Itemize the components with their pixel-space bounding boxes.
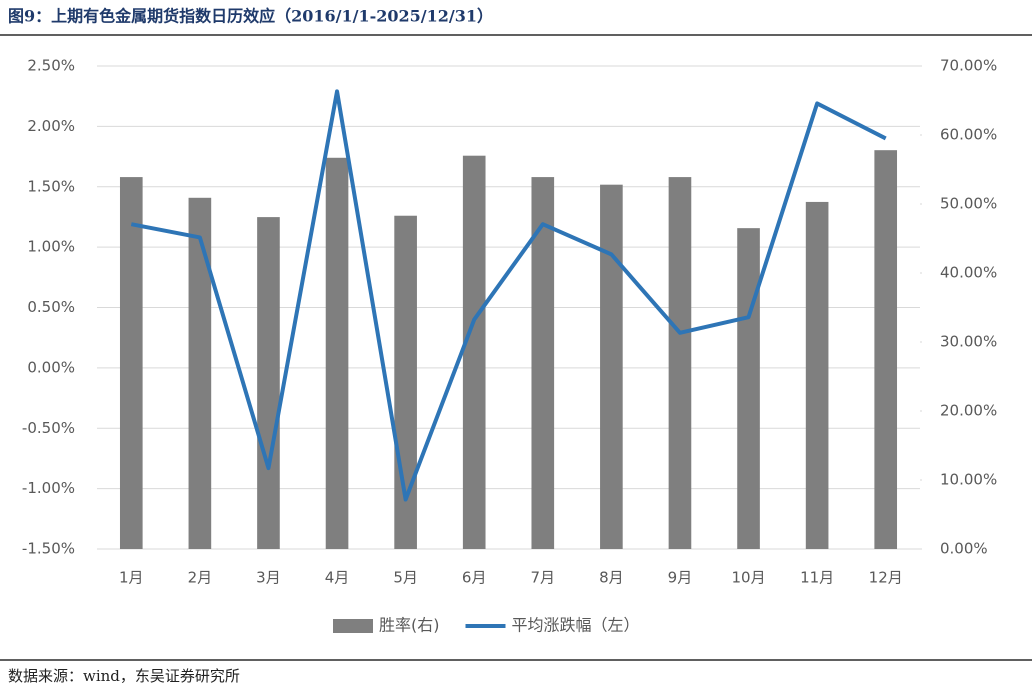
x-tick-label: 1月: [119, 569, 144, 587]
y2-tick-label: 10.00%: [940, 471, 997, 489]
x-tick-label: 2月: [188, 569, 213, 587]
legend-swatch: [333, 619, 373, 633]
bar: [462, 155, 486, 549]
y2-tick-label: 40.00%: [940, 264, 997, 282]
y-tick-label: -1.50%: [22, 540, 75, 558]
bar: [119, 177, 143, 549]
bar: [600, 184, 623, 549]
y2-tick-label: 30.00%: [940, 333, 997, 351]
y-tick-label: 0.00%: [27, 358, 75, 376]
y2-tick-label: 20.00%: [940, 402, 997, 420]
y-tick-label: 2.50%: [27, 57, 75, 75]
x-tick-label: 6月: [462, 569, 487, 587]
y-tick-label: -0.50%: [22, 419, 75, 437]
y2-tick-label: 60.00%: [940, 126, 997, 144]
y-tick-label: 1.00%: [27, 238, 75, 256]
bar: [531, 177, 555, 549]
x-tick-label: 9月: [668, 569, 693, 587]
y-tick-label: -1.00%: [22, 479, 75, 497]
x-tick-label: 5月: [393, 569, 418, 587]
bar: [874, 150, 898, 549]
x-tick-label: 4月: [325, 569, 350, 587]
bar: [257, 217, 280, 550]
y2-tick-label: 70.00%: [940, 57, 997, 75]
x-tick-label: 11月: [800, 569, 834, 587]
legend-label: 胜率(右): [379, 616, 440, 635]
y2-tick-label: 0.00%: [940, 540, 988, 558]
y2-tick-label: 50.00%: [940, 195, 997, 213]
line: [130, 89, 887, 502]
x-tick-label: 7月: [531, 569, 556, 587]
y-tick-label: 0.50%: [27, 298, 75, 316]
bar: [188, 197, 212, 550]
bar: [668, 177, 692, 549]
bar: [737, 228, 760, 549]
y-tick-label: 2.00%: [27, 117, 75, 135]
bar: [325, 157, 349, 549]
x-tick-label: 10月: [731, 569, 765, 587]
x-tick-label: 3月: [256, 569, 281, 587]
chart-title: 图9：上期有色金属期货指数日历效应（2016/1/1-2025/12/31）: [8, 7, 493, 26]
bar: [805, 201, 829, 549]
y-tick-label: 1.50%: [27, 177, 75, 195]
legend-label: 平均涨跌幅（左）: [512, 616, 640, 635]
source: 数据来源：wind，东吴证券研究所: [8, 667, 240, 685]
x-tick-label: 12月: [869, 569, 903, 587]
x-tick-label: 8月: [599, 569, 624, 587]
